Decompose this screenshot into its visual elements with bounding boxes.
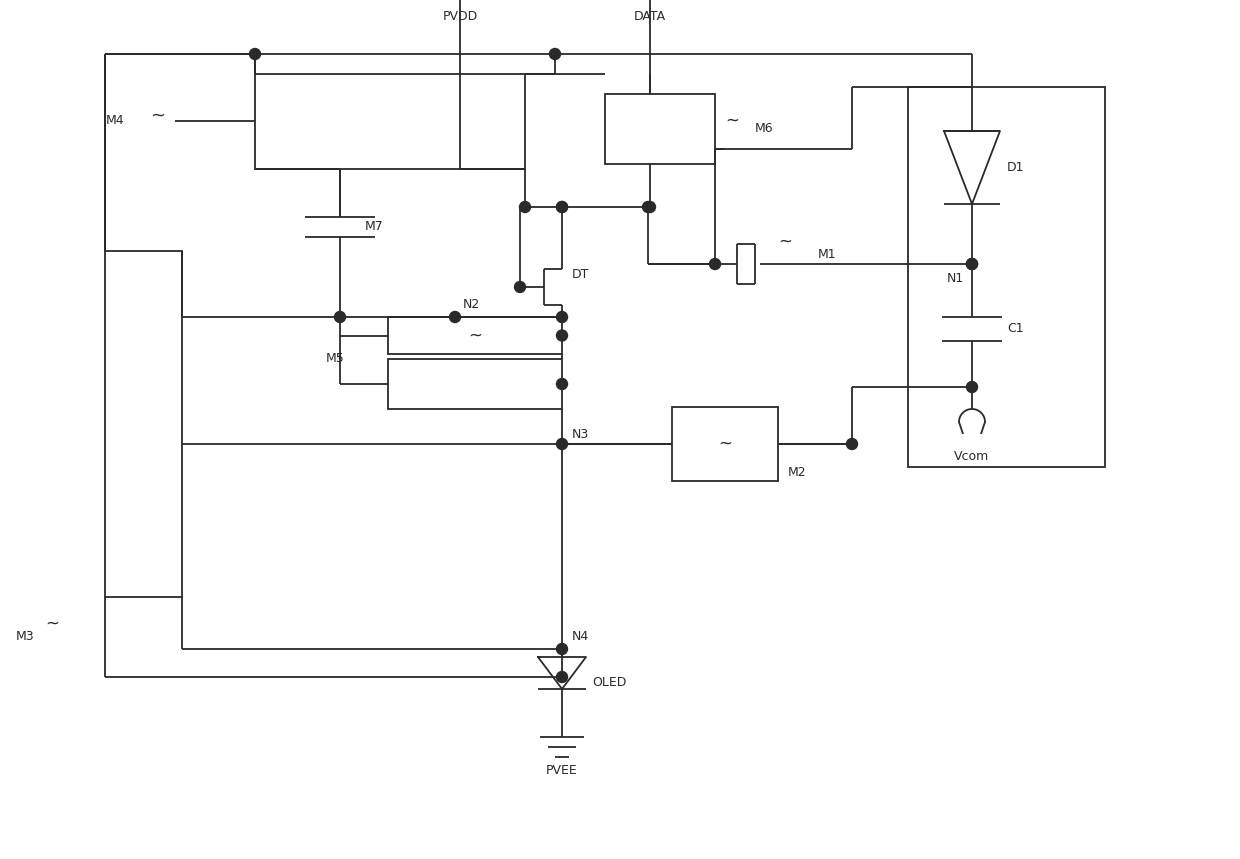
Circle shape	[335, 312, 346, 322]
Text: ~: ~	[777, 233, 792, 251]
Circle shape	[557, 312, 568, 322]
Circle shape	[966, 381, 977, 393]
Text: C1: C1	[1007, 322, 1024, 336]
Text: OLED: OLED	[591, 677, 626, 690]
Text: D1: D1	[1007, 161, 1024, 174]
Circle shape	[249, 48, 260, 59]
Text: M7: M7	[365, 221, 383, 234]
Circle shape	[642, 202, 653, 212]
Text: M4: M4	[105, 114, 124, 127]
Circle shape	[709, 259, 720, 270]
Circle shape	[557, 643, 568, 655]
Text: ~: ~	[718, 435, 732, 453]
Text: M6: M6	[755, 123, 774, 136]
Circle shape	[966, 259, 977, 270]
Text: N1: N1	[947, 272, 963, 285]
Text: ~: ~	[45, 615, 60, 633]
Circle shape	[449, 312, 460, 322]
Text: N2: N2	[463, 298, 480, 312]
Text: N4: N4	[572, 631, 589, 643]
Bar	[105, 251, 182, 597]
Circle shape	[557, 202, 568, 212]
Circle shape	[557, 672, 568, 683]
Bar	[388, 359, 562, 409]
Circle shape	[645, 202, 656, 212]
Text: ~: ~	[467, 326, 482, 344]
Text: M1: M1	[818, 247, 837, 260]
Text: M5: M5	[326, 352, 345, 365]
Circle shape	[557, 438, 568, 449]
Circle shape	[557, 379, 568, 389]
Bar	[908, 87, 1105, 467]
Text: ~: ~	[725, 112, 739, 130]
Circle shape	[557, 330, 568, 341]
Text: PVDD: PVDD	[443, 10, 477, 23]
Text: M2: M2	[787, 466, 807, 479]
Bar	[255, 74, 525, 169]
Circle shape	[847, 438, 858, 449]
Circle shape	[966, 259, 977, 270]
Text: M3: M3	[16, 631, 35, 643]
Text: Vcom: Vcom	[955, 450, 990, 464]
Text: N3: N3	[572, 428, 589, 441]
Circle shape	[515, 282, 526, 293]
Bar	[605, 94, 715, 164]
Bar	[672, 407, 777, 481]
Circle shape	[549, 48, 560, 59]
Bar	[388, 317, 562, 354]
Text: PVEE: PVEE	[546, 765, 578, 777]
Text: DT: DT	[572, 269, 589, 282]
Circle shape	[520, 202, 531, 212]
Circle shape	[557, 202, 568, 212]
Text: ~: ~	[150, 107, 165, 125]
Text: DATA: DATA	[634, 10, 666, 23]
